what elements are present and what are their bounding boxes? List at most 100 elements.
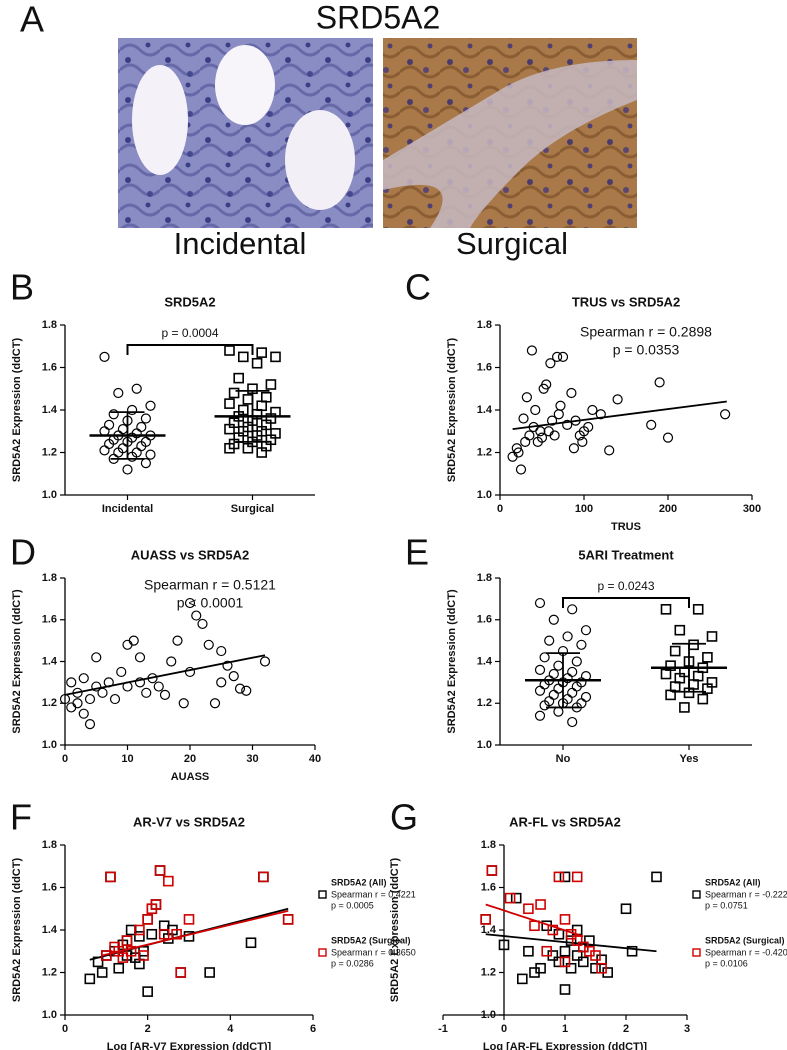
data-point [580, 625, 592, 636]
data-point [184, 666, 196, 678]
legend-stat: p = 0.0005 [331, 900, 374, 910]
y-tick-label: 1.4 [42, 404, 58, 416]
chart-title: AR-V7 vs SRD5A2 [133, 814, 245, 829]
x-axis-label: AUASS [171, 771, 210, 783]
data-point [175, 967, 187, 978]
y-tick-label: 1.2 [477, 697, 492, 709]
image-label: Incidental [174, 226, 307, 261]
data-point [688, 639, 699, 651]
data-point [535, 899, 546, 910]
data-point [576, 639, 587, 650]
y-tick-label: 1.4 [481, 924, 497, 936]
x-tick-label: 0 [62, 753, 68, 765]
y-tick-label: 1.8 [477, 319, 492, 331]
data-point [567, 604, 578, 615]
data-point [224, 345, 235, 356]
data-point [233, 372, 244, 384]
significance-bracket [562, 597, 690, 608]
legend-stat: p = 0.0751 [705, 900, 748, 910]
x-tick-label: 20 [184, 753, 196, 765]
y-tick-label: 1.0 [42, 489, 57, 501]
data-point [116, 666, 127, 678]
stroma [383, 60, 637, 228]
data-point [142, 986, 153, 997]
data-point [534, 685, 546, 696]
data-point [529, 920, 540, 932]
data-point [242, 394, 254, 405]
data-point [654, 377, 665, 388]
x-tick-label: 300 [743, 503, 761, 515]
data-point [530, 404, 541, 416]
data-point [134, 924, 145, 936]
y-tick-label: 1.8 [477, 572, 492, 584]
y-tick-label: 1.8 [42, 319, 57, 331]
data-point [204, 967, 215, 978]
annotation: Spearman r = 0.5121 [144, 577, 276, 593]
x-axis-label: TRUS [611, 521, 641, 533]
data-point [84, 973, 96, 985]
data-point [134, 931, 145, 942]
y-tick-label: 1.6 [477, 361, 492, 373]
x-tick-label: 30 [246, 753, 258, 765]
data-point [548, 614, 559, 625]
data-point [78, 673, 89, 684]
annotation: Spearman r = 0.2898 [580, 324, 712, 340]
data-point [97, 687, 108, 698]
y-tick-label: 1.0 [42, 1009, 57, 1021]
data-point [150, 899, 162, 910]
data-point [692, 604, 704, 615]
data-point [158, 928, 170, 940]
data-point [145, 449, 156, 460]
data-point [541, 945, 553, 957]
legend-swatch [318, 890, 327, 899]
x-tick-label: 10 [121, 753, 133, 765]
data-point [571, 871, 583, 883]
data-point [565, 935, 577, 946]
data-point [571, 935, 583, 946]
x-tick-label: 0 [501, 1023, 507, 1035]
data-point [665, 689, 676, 701]
data-point [534, 597, 546, 609]
data-point [541, 379, 552, 390]
data-point [109, 693, 121, 705]
data-point [604, 445, 615, 456]
data-point [702, 652, 713, 663]
y-tick-label: 1.6 [42, 881, 57, 893]
data-point [511, 443, 522, 454]
data-point [590, 962, 601, 974]
data-point [559, 984, 571, 995]
data-point [242, 442, 254, 454]
y-tick-label: 1.2 [42, 446, 57, 458]
data-point [571, 950, 583, 961]
data-point [510, 892, 522, 904]
x-tick-label: -1 [438, 1023, 448, 1035]
data-point [59, 693, 71, 705]
data-point [577, 436, 588, 447]
data-point [184, 597, 196, 609]
y-tick-label: 1.2 [477, 446, 492, 458]
data-point [224, 423, 235, 435]
y-axis-label: SRD5A2 Expression (ddCT) [11, 338, 23, 483]
data-point [539, 700, 550, 711]
data-point [620, 903, 632, 915]
panel-letter: E [405, 532, 429, 573]
data-point [145, 400, 156, 411]
data-point [626, 945, 638, 957]
data-point [209, 698, 221, 709]
data-point [222, 660, 233, 671]
regression-line [485, 903, 584, 938]
data-point [142, 914, 153, 925]
data-point [577, 956, 589, 968]
data-point [562, 419, 573, 430]
panel-letter: C [405, 267, 431, 308]
data-point [113, 387, 124, 399]
y-tick-label: 1.2 [481, 966, 496, 978]
x-tick-label: Yes [680, 753, 699, 765]
data-point [241, 685, 252, 696]
y-tick-label: 1.4 [42, 924, 58, 936]
data-point [258, 871, 269, 883]
data-point [595, 409, 606, 420]
legend-stat: Spearman r = -0.4208 [705, 947, 787, 957]
y-tick-label: 1.8 [42, 572, 57, 584]
data-point [660, 668, 672, 680]
